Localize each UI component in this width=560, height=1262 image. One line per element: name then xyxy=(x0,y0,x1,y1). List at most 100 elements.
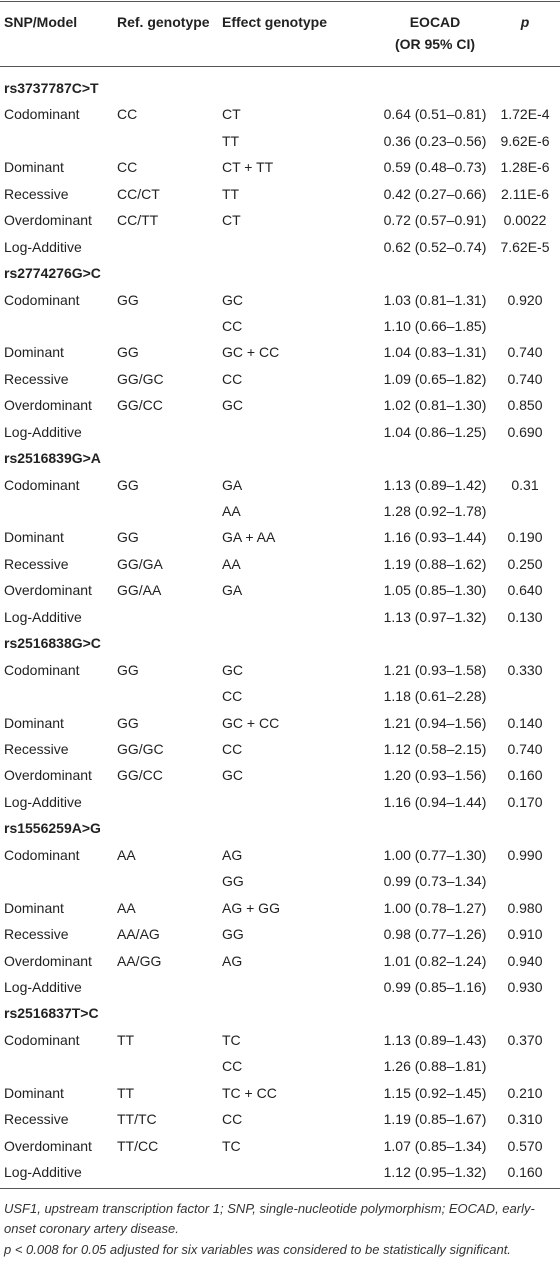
snp-heading: rs3737787C>T xyxy=(4,80,99,96)
model: Recessive xyxy=(4,926,69,943)
model: Recessive xyxy=(4,1111,69,1128)
odds-ratio: 1.19 (0.88–1.62) xyxy=(383,555,487,572)
model: Codominant xyxy=(4,661,80,678)
odds-ratio: 0.64 (0.51–0.81) xyxy=(383,106,487,123)
model: Log-Additive xyxy=(4,423,82,440)
p-value: 0.920 xyxy=(507,291,543,308)
ref-genotype: TT/TC xyxy=(117,1111,157,1128)
model: Codominant xyxy=(4,1031,80,1048)
effect-genotype: GC xyxy=(222,767,243,784)
odds-ratio: 0.99 (0.73–1.34) xyxy=(383,873,487,890)
ref-genotype: GG/GA xyxy=(117,555,163,572)
model: Codominant xyxy=(4,476,80,493)
footnote: USF1, upstream transcription factor 1; S… xyxy=(4,1201,535,1236)
odds-ratio: 1.13 (0.97–1.32) xyxy=(383,608,487,625)
ref-genotype: GG xyxy=(117,291,139,308)
odds-ratio: 0.59 (0.48–0.73) xyxy=(383,159,487,176)
odds-ratio: 0.98 (0.77–1.26) xyxy=(383,926,487,943)
header-cell: (OR 95% CI) xyxy=(394,36,476,52)
ref-genotype: GG xyxy=(117,661,139,678)
model: Codominant xyxy=(4,291,80,308)
effect-genotype: GA xyxy=(222,582,243,599)
snp-heading: rs2774276G>C xyxy=(4,265,101,282)
ref-genotype: AA/AG xyxy=(117,926,160,943)
model: Overdominant xyxy=(4,767,92,784)
model: Dominant xyxy=(4,714,64,731)
ref-genotype: AA xyxy=(117,899,136,916)
top-rule xyxy=(0,1,560,2)
p-value: 9.62E-6 xyxy=(500,132,550,149)
p-value: 0.690 xyxy=(507,423,543,440)
effect-genotype: CC xyxy=(222,370,243,387)
model: Recessive xyxy=(4,185,69,202)
snp-heading: rs2516839G>A xyxy=(4,450,101,467)
ref-genotype: GG/GC xyxy=(117,741,164,757)
header-cell: Effect genotype xyxy=(222,14,328,30)
effect-genotype: CT xyxy=(222,106,241,123)
header-cell: SNP/Model xyxy=(4,14,78,30)
ref-genotype: TT xyxy=(117,1084,135,1101)
odds-ratio: 1.18 (0.61–2.28) xyxy=(383,688,487,705)
p-value: 0.310 xyxy=(507,1111,543,1128)
effect-genotype: GC xyxy=(222,291,243,308)
model: Log-Additive xyxy=(4,608,82,625)
model: Dominant xyxy=(4,159,64,176)
effect-genotype: CC xyxy=(222,1058,243,1075)
effect-genotype: CC xyxy=(222,317,243,334)
effect-genotype: GC xyxy=(222,397,243,414)
p-value: 1.72E-4 xyxy=(500,106,550,123)
p-value: 0.930 xyxy=(507,978,543,995)
odds-ratio: 0.42 (0.27–0.66) xyxy=(383,185,487,202)
p-value: 1.28E-6 xyxy=(500,159,550,176)
effect-genotype: GC + CC xyxy=(222,344,280,361)
header-cell: Ref. genotype xyxy=(117,14,210,30)
ref-genotype: CC xyxy=(117,106,138,123)
effect-genotype: GA xyxy=(222,476,243,493)
ref-genotype: TT xyxy=(117,1031,135,1048)
odds-ratio: 1.00 (0.78–1.27) xyxy=(383,899,487,916)
odds-ratio: 1.20 (0.93–1.56) xyxy=(383,767,487,784)
odds-ratio: 1.05 (0.85–1.30) xyxy=(383,582,487,599)
odds-ratio: 0.36 (0.23–0.56) xyxy=(383,132,487,149)
p-value: 0.910 xyxy=(507,926,543,943)
ref-genotype: AA/GG xyxy=(117,952,162,969)
odds-ratio: 1.12 (0.95–1.32) xyxy=(383,1164,487,1181)
p-value: 0.160 xyxy=(507,767,543,784)
odds-ratio: 1.16 (0.93–1.44) xyxy=(383,529,487,546)
effect-genotype: TC xyxy=(222,1137,241,1154)
effect-genotype: AG + GG xyxy=(222,899,280,916)
odds-ratio: 1.26 (0.88–1.81) xyxy=(383,1058,487,1075)
model: Dominant xyxy=(4,1084,64,1101)
model: Log-Additive xyxy=(4,1164,82,1181)
odds-ratio: 1.04 (0.86–1.25) xyxy=(383,423,487,440)
odds-ratio: 1.19 (0.85–1.67) xyxy=(383,1111,487,1128)
odds-ratio: 1.16 (0.94–1.44) xyxy=(383,793,487,810)
model: Recessive xyxy=(4,741,69,757)
effect-genotype: CT + TT xyxy=(222,159,274,176)
odds-ratio: 1.21 (0.93–1.58) xyxy=(383,661,487,678)
effect-genotype: AA xyxy=(222,503,241,520)
odds-ratio: 1.09 (0.65–1.82) xyxy=(383,370,487,387)
model: Recessive xyxy=(4,370,69,387)
effect-genotype: GC + CC xyxy=(222,714,280,731)
ref-genotype: GG/CC xyxy=(117,767,163,784)
p-value: 2.11E-6 xyxy=(501,185,549,202)
p-value: 0.990 xyxy=(507,846,543,863)
effect-genotype: CT xyxy=(222,212,241,229)
model: Codominant xyxy=(4,106,80,123)
ref-genotype: CC xyxy=(117,159,138,176)
effect-genotype: AG xyxy=(222,846,243,863)
p-value: 0.570 xyxy=(507,1137,543,1154)
model: Log-Additive xyxy=(4,978,82,995)
odds-ratio: 0.99 (0.85–1.16) xyxy=(383,978,487,995)
p-value: 0.31 xyxy=(511,476,539,493)
effect-genotype: TT xyxy=(222,185,240,202)
p-value: 0.370 xyxy=(507,1031,543,1048)
bottom-rule xyxy=(0,1188,560,1189)
odds-ratio: 1.00 (0.77–1.30) xyxy=(383,846,487,863)
odds-ratio: 1.10 (0.66–1.85) xyxy=(383,317,487,334)
p-value: 0.330 xyxy=(507,661,543,678)
p-value: 0.740 xyxy=(507,370,543,387)
model: Codominant xyxy=(4,846,80,863)
p-value: 0.740 xyxy=(507,344,543,361)
